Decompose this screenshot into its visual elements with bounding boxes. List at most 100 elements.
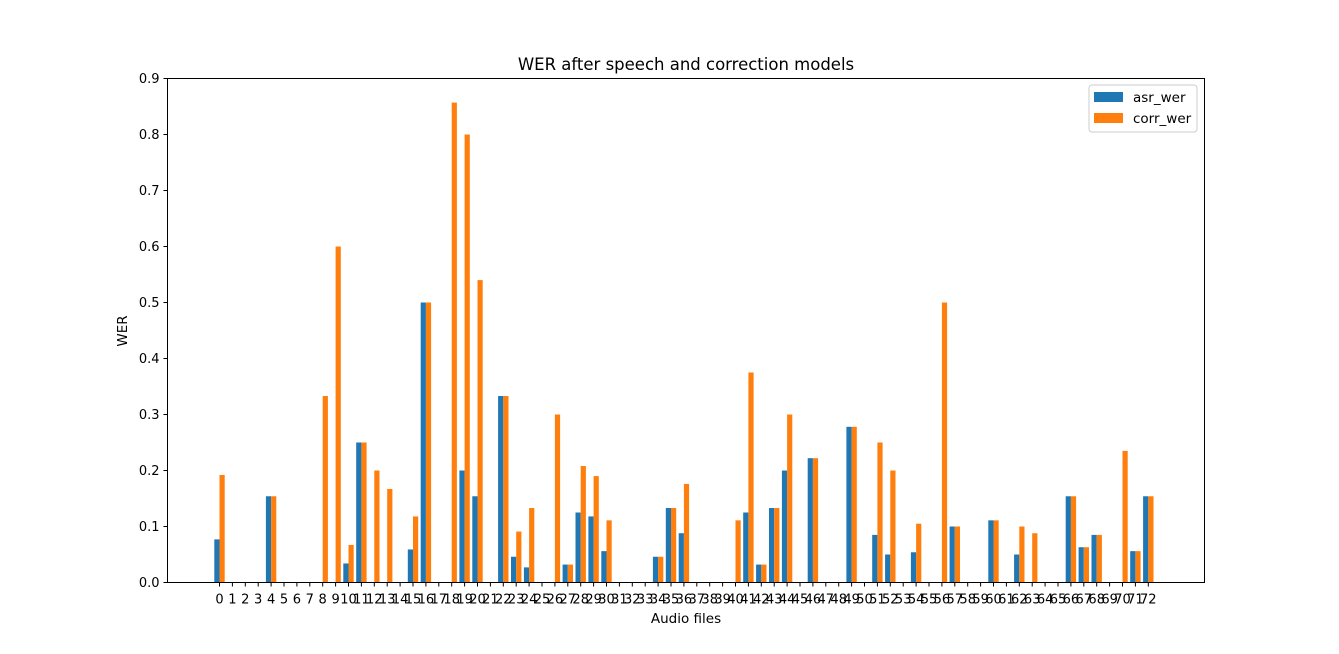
y-tick-label: 0.4 <box>139 352 160 367</box>
bar-corr-wer-36 <box>683 483 690 583</box>
x-tick-label: 62 <box>1011 593 1028 608</box>
legend-swatch-corr-wer <box>1094 113 1123 123</box>
bar-asr-wer-23 <box>511 556 517 583</box>
x-tick-label: 55 <box>921 593 938 608</box>
chart-title: WER after speech and correction models <box>518 55 854 74</box>
bar-corr-wer-13 <box>387 488 393 583</box>
bar-asr-wer-11 <box>356 442 362 583</box>
x-tick-label: 6 <box>293 593 301 608</box>
bar-corr-wer-9 <box>335 246 341 583</box>
x-tick-label: 10 <box>340 593 357 608</box>
x-tick-label: 28 <box>572 593 589 608</box>
x-tick-label: 58 <box>959 593 976 608</box>
x-tick-label: 3 <box>254 593 262 608</box>
x-tick-label: 64 <box>1037 593 1054 608</box>
bar-corr-wer-49 <box>851 426 857 583</box>
bar-asr-wer-16 <box>420 302 426 583</box>
x-tick-label: 23 <box>508 593 525 608</box>
bar-corr-wer-70 <box>1122 450 1128 583</box>
bar-corr-wer-51 <box>877 442 883 583</box>
x-tick-label: 51 <box>869 593 886 608</box>
bar-asr-wer-49 <box>846 426 852 583</box>
x-tick-label: 41 <box>740 593 757 608</box>
bar-corr-wer-54 <box>916 523 922 583</box>
x-tick-label: 18 <box>443 593 460 608</box>
bar-asr-wer-51 <box>872 534 878 583</box>
bar-corr-wer-12 <box>374 470 380 583</box>
x-tick-label: 11 <box>353 593 370 608</box>
x-tick-label: 60 <box>985 593 1002 608</box>
bar-corr-wer-56 <box>941 302 948 583</box>
bar-asr-wer-22 <box>498 396 504 583</box>
x-tick-label: 5 <box>280 593 288 608</box>
bar-corr-wer-63 <box>1032 533 1038 583</box>
x-tick-label: 45 <box>792 593 809 608</box>
x-tick-label: 27 <box>560 593 577 608</box>
x-tick-label: 9 <box>331 593 339 608</box>
bar-corr-wer-16 <box>425 302 432 583</box>
x-tick-label: 44 <box>779 593 796 608</box>
x-tick-label: 15 <box>405 593 422 608</box>
y-axis: 0.0 0.1 0.2 0.3 0.4 0.5 0.6 0.7 0.8 0.9 <box>139 72 168 591</box>
x-tick-label: 56 <box>934 593 951 608</box>
bar-corr-wer-62 <box>1019 526 1025 583</box>
bar-corr-wer-24 <box>529 508 535 583</box>
x-tick-label: 36 <box>676 593 693 608</box>
bar-corr-wer-44 <box>787 414 793 583</box>
x-tick-label: 72 <box>1140 593 1157 608</box>
bar-corr-wer-0 <box>219 474 225 583</box>
x-axis-label: Audio files <box>651 611 721 627</box>
bar-corr-wer-28 <box>580 466 586 583</box>
bar-asr-wer-43 <box>769 508 775 583</box>
bar-corr-wer-71 <box>1135 551 1141 583</box>
x-tick-label: 49 <box>843 593 860 608</box>
x-tick-label: 7 <box>306 593 314 608</box>
bar-asr-wer-29 <box>588 516 594 583</box>
bar-corr-wer-34 <box>658 556 664 583</box>
x-tick-label: 22 <box>495 593 512 608</box>
x-tick-label: 65 <box>1050 593 1067 608</box>
bar-asr-wer-66 <box>1065 496 1071 583</box>
bar-asr-wer-41 <box>743 512 749 583</box>
bar-corr-wer-4 <box>271 496 277 583</box>
bar-corr-wer-30 <box>606 520 612 583</box>
x-tick-label: 24 <box>521 593 538 608</box>
x-tick-label: 25 <box>534 593 551 608</box>
bar-asr-wer-44 <box>781 470 788 583</box>
y-tick-label: 0.7 <box>139 184 160 199</box>
x-tick-label: 12 <box>366 593 383 608</box>
bar-corr-wer-52 <box>890 470 896 583</box>
bar-asr-wer-4 <box>265 496 272 583</box>
bar-corr-wer-15 <box>413 516 419 583</box>
x-tick-label: 8 <box>319 593 327 608</box>
x-tick-label: 50 <box>856 593 873 608</box>
bar-asr-wer-62 <box>1014 554 1020 583</box>
x-tick-label: 29 <box>585 593 602 608</box>
x-tick-label: 42 <box>753 593 770 608</box>
x-tick-label: 57 <box>947 593 964 608</box>
x-tick-label: 0 <box>215 593 223 608</box>
x-tick-label: 69 <box>1101 593 1118 608</box>
y-tick-label: 0.5 <box>139 296 160 311</box>
bar-corr-wer-10 <box>348 544 354 583</box>
bar-corr-wer-60 <box>993 520 999 583</box>
bar-asr-wer-42 <box>756 564 762 583</box>
x-tick-label: 63 <box>1024 593 1041 608</box>
legend-swatch-asr-wer <box>1094 92 1123 102</box>
x-tick-label: 35 <box>663 593 680 608</box>
x-tick-label: 39 <box>714 593 731 608</box>
bar-corr-wer-46 <box>812 458 819 583</box>
x-tick-label: 37 <box>689 593 706 608</box>
x-tick-label: 32 <box>624 593 641 608</box>
bar-asr-wer-54 <box>910 552 917 583</box>
bar-corr-wer-57 <box>954 526 960 583</box>
x-tick-label: 43 <box>766 593 783 608</box>
bar-corr-wer-68 <box>1096 534 1102 583</box>
y-tick-label: 0.9 <box>139 72 160 87</box>
bar-asr-wer-10 <box>343 563 349 583</box>
x-tick-label: 31 <box>611 593 628 608</box>
plot-frame <box>167 78 1205 583</box>
bar-asr-wer-68 <box>1091 534 1097 583</box>
y-tick-label: 0.3 <box>139 408 160 423</box>
